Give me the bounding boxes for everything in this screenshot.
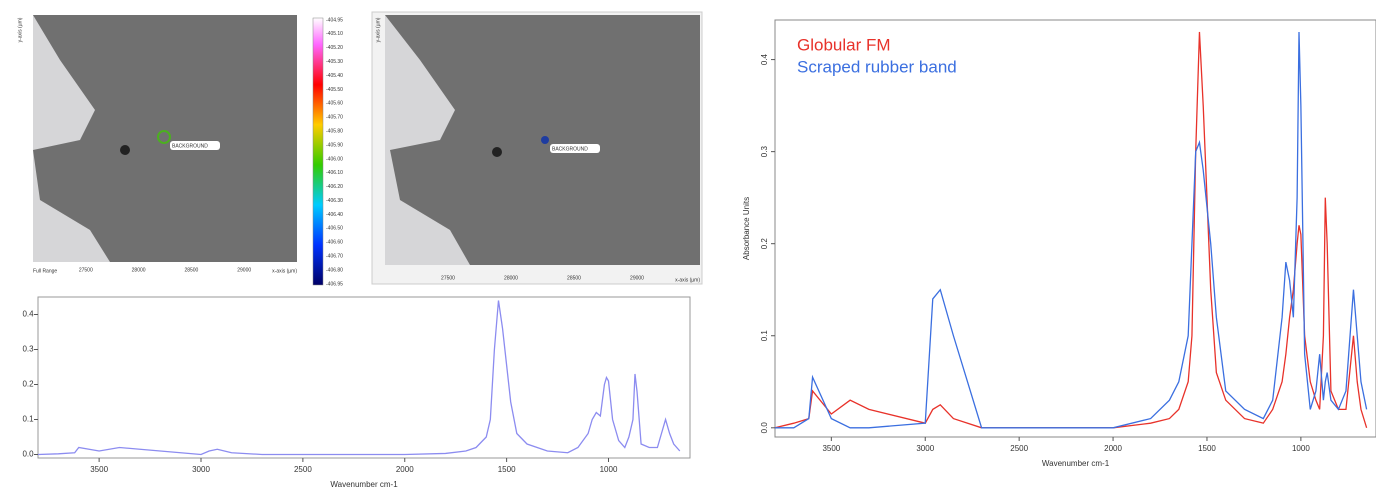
image-left: BACKGROUND Full Range x-axis (µm) y-axis… [17, 15, 297, 274]
colorbar-label: -405.40 [326, 73, 343, 79]
image-x-tick: 28000 [504, 275, 518, 281]
marker [541, 136, 549, 144]
series-line [37, 300, 681, 456]
series-line [774, 31, 1368, 429]
image-x-tick: 29000 [237, 267, 251, 273]
image-x-tick: 29000 [630, 275, 644, 281]
colorbar [312, 17, 324, 286]
range-label: Full Range [33, 268, 57, 274]
x-axis-label: Wavenumber cm-1 [1042, 459, 1110, 468]
colorbar-label: -406.70 [326, 254, 343, 260]
sample [33, 15, 297, 262]
colorbar-label: -405.10 [326, 31, 343, 37]
y-tick-label: 0.2 [22, 380, 34, 389]
image-x-tick: 28500 [567, 275, 581, 281]
legend-entry: Scraped rubber band [797, 57, 957, 76]
x-tick-label: 2500 [294, 465, 312, 474]
y-axis-label: y-axis (µm) [17, 17, 23, 42]
x-tick-label: 3500 [90, 465, 108, 474]
image-x-tick: 28000 [132, 267, 146, 273]
x-tick-label: 1000 [600, 465, 618, 474]
colorbar-label: -405.60 [326, 101, 343, 107]
image-right: BACKGROUND x-axis (µm) y-axis (µm) [371, 11, 703, 285]
y-tick-label: 0.3 [760, 146, 769, 158]
x-tick-label: 1000 [1292, 444, 1310, 453]
x-tick-label: 2000 [1104, 444, 1122, 453]
marker-box [170, 141, 220, 150]
plot-frame [774, 19, 1376, 438]
marker-label: BACKGROUND [172, 143, 208, 149]
colorbar-label: -405.80 [326, 128, 343, 134]
x-tick-label: 2500 [1010, 444, 1028, 453]
y-tick-label: 0.3 [22, 345, 34, 354]
colorbar-label: -406.30 [326, 198, 343, 204]
colorbar-label: -406.80 [326, 267, 343, 273]
colorbar-label: -406.20 [326, 184, 343, 190]
colorbar-label: -406.40 [326, 212, 343, 218]
image-x-tick: 28500 [184, 267, 198, 273]
colorbar-label: -405.90 [326, 142, 343, 148]
colorbar-label: -405.50 [326, 87, 343, 93]
plot-frame [37, 296, 691, 459]
y-tick-label: 0.2 [760, 238, 769, 250]
colorbar-label: -405.30 [326, 59, 343, 65]
x-tick-label: 1500 [1198, 444, 1216, 453]
x-axis-label: Wavenumber cm-1 [330, 480, 398, 489]
marker-box [550, 144, 600, 153]
y-tick-label: 0.0 [760, 422, 769, 434]
y-tick-label: 0.0 [22, 450, 34, 459]
colorbar-label: -406.10 [326, 170, 343, 176]
x-tick-label: 3500 [822, 444, 840, 453]
colorbar-label: -406.60 [326, 240, 343, 246]
image-x-tick: 27500 [441, 275, 455, 281]
y-tick-label: 0.1 [22, 415, 34, 424]
y-tick-label: 0.4 [22, 310, 34, 319]
marker-label: BACKGROUND [552, 146, 588, 152]
y-axis-label: Absorbance Units [742, 197, 751, 260]
marker [157, 130, 171, 144]
defect [492, 147, 502, 157]
colorbar-label: -405.70 [326, 115, 343, 121]
x-tick-label: 2000 [396, 465, 414, 474]
colorbar-label: -406.50 [326, 226, 343, 232]
y-tick-label: 0.1 [760, 330, 769, 342]
legend-entry: Globular FM [797, 35, 891, 54]
x-tick-label: 3000 [192, 465, 210, 474]
colorbar-label: -406.95 [326, 281, 343, 287]
x-tick-label: 1500 [498, 465, 516, 474]
defect [120, 145, 130, 155]
series-line [775, 31, 1368, 429]
colorbar-label: -404.95 [326, 17, 343, 23]
y-axis-label: y-axis (µm) [375, 17, 381, 42]
image-x-tick: 27500 [79, 267, 93, 273]
colorbar-label: -405.20 [326, 45, 343, 51]
x-axis-label: x-axis (µm) [675, 277, 700, 283]
colorbar-label: -406.00 [326, 156, 343, 162]
x-tick-label: 3000 [916, 444, 934, 453]
y-tick-label: 0.4 [760, 53, 769, 65]
x-axis-label: x-axis (µm) [272, 268, 297, 274]
